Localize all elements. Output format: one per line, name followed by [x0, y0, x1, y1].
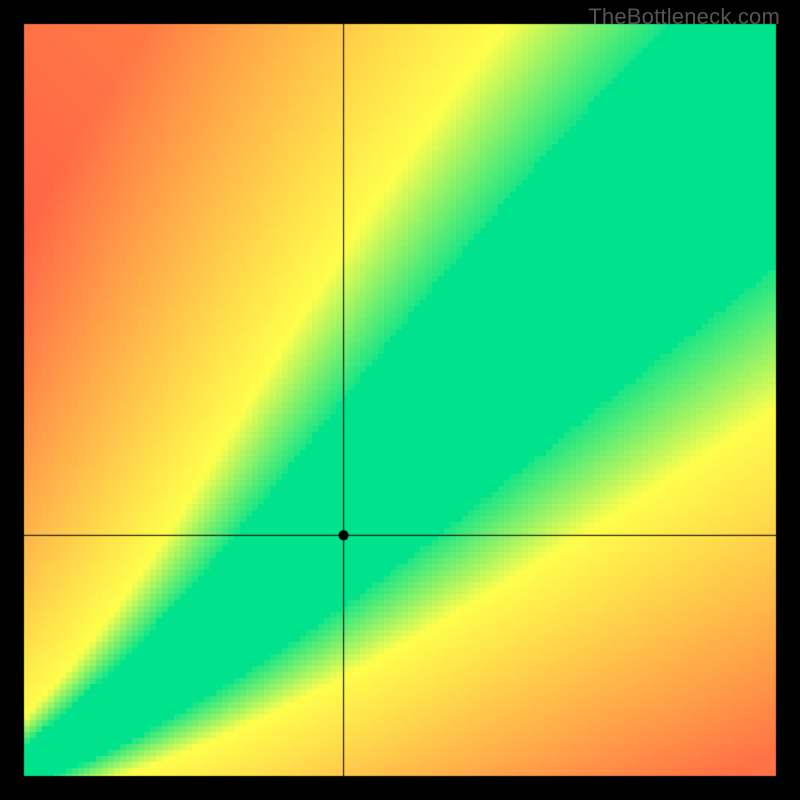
watermark-text: TheBottleneck.com: [588, 4, 780, 30]
chart-container: TheBottleneck.com: [0, 0, 800, 800]
heatmap-canvas: [0, 0, 800, 800]
